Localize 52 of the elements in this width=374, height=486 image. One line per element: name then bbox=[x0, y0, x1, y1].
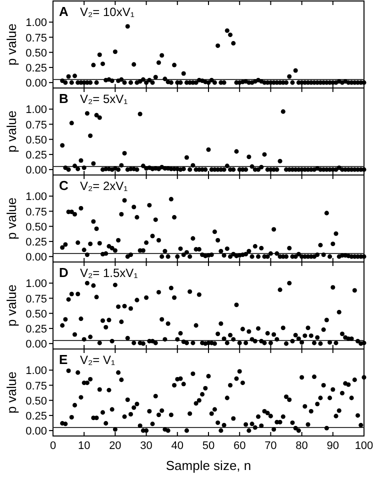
y-axis-title: p value bbox=[4, 110, 19, 152]
y-tick-label: 0.75 bbox=[26, 206, 47, 218]
y-tick-label: 0.50 bbox=[26, 395, 47, 408]
y-tick-label: 1.00 bbox=[26, 278, 47, 290]
y-tick-label: 1.00 bbox=[26, 191, 47, 204]
y-tick-label: 0.25 bbox=[26, 410, 47, 422]
y-tick-label: 0.50 bbox=[26, 47, 47, 60]
y-tick-label: 0.50 bbox=[26, 308, 47, 320]
x-axis-title: Sample size, n bbox=[166, 458, 252, 473]
x-tick-label: 80 bbox=[296, 440, 308, 452]
y-axis-title: p value bbox=[4, 284, 19, 326]
annotation: V₂= V₁ bbox=[80, 353, 116, 367]
y-tick-label: 0.50 bbox=[26, 221, 47, 234]
x-tick-label: 20 bbox=[109, 440, 122, 452]
y-tick-label: 0.25 bbox=[26, 149, 47, 162]
x-tick-label: 30 bbox=[140, 440, 152, 452]
annotation: V₂= 10xV₁ bbox=[80, 5, 134, 19]
y-tick-label: 0.75 bbox=[26, 32, 47, 44]
x-tick-label: 90 bbox=[326, 440, 340, 452]
y-tick-label: 1.00 bbox=[26, 104, 47, 116]
y-tick-label: 1.00 bbox=[26, 17, 47, 30]
x-tick-label: 40 bbox=[171, 440, 184, 452]
y-axis-title: p value bbox=[4, 24, 19, 66]
y-tick-label: 0.25 bbox=[26, 323, 47, 336]
x-tick-label: 70 bbox=[264, 440, 277, 452]
y-tick-label: 0.75 bbox=[26, 119, 47, 132]
y-tick-label: 0.75 bbox=[26, 380, 47, 392]
y-axis-title: p value bbox=[4, 198, 19, 240]
y-tick-label: 0.25 bbox=[26, 236, 47, 248]
y-tick-label: 0.00 bbox=[26, 252, 47, 264]
x-tick-label: 100 bbox=[354, 440, 374, 452]
y-tick-label: 0.00 bbox=[26, 164, 47, 177]
annotation: V₂= 5xV₁ bbox=[80, 92, 128, 106]
x-tick-label: 0 bbox=[50, 440, 56, 452]
y-tick-label: 0.25 bbox=[26, 62, 47, 74]
annotation: E bbox=[59, 352, 68, 367]
x-tick-label: 60 bbox=[233, 440, 246, 452]
annotation: C bbox=[59, 178, 69, 193]
x-tick-label: 50 bbox=[202, 440, 215, 452]
y-tick-label: 0.00 bbox=[26, 426, 47, 438]
annotation: V₂= 2xV₁ bbox=[80, 179, 128, 193]
x-tick-label: 10 bbox=[78, 440, 90, 452]
y-tick-label: 0.00 bbox=[26, 338, 47, 351]
y-axis-title: p value bbox=[4, 372, 19, 414]
y-tick-label: 0.00 bbox=[26, 78, 47, 90]
y-tick-label: 0.50 bbox=[26, 134, 47, 146]
annotation: A bbox=[59, 4, 69, 19]
annotation: D bbox=[59, 265, 68, 280]
y-tick-label: 0.75 bbox=[26, 293, 47, 306]
annotation: B bbox=[59, 91, 68, 106]
annotation: V₂= 1.5xV₁ bbox=[80, 266, 138, 280]
y-tick-label: 1.00 bbox=[26, 365, 47, 378]
